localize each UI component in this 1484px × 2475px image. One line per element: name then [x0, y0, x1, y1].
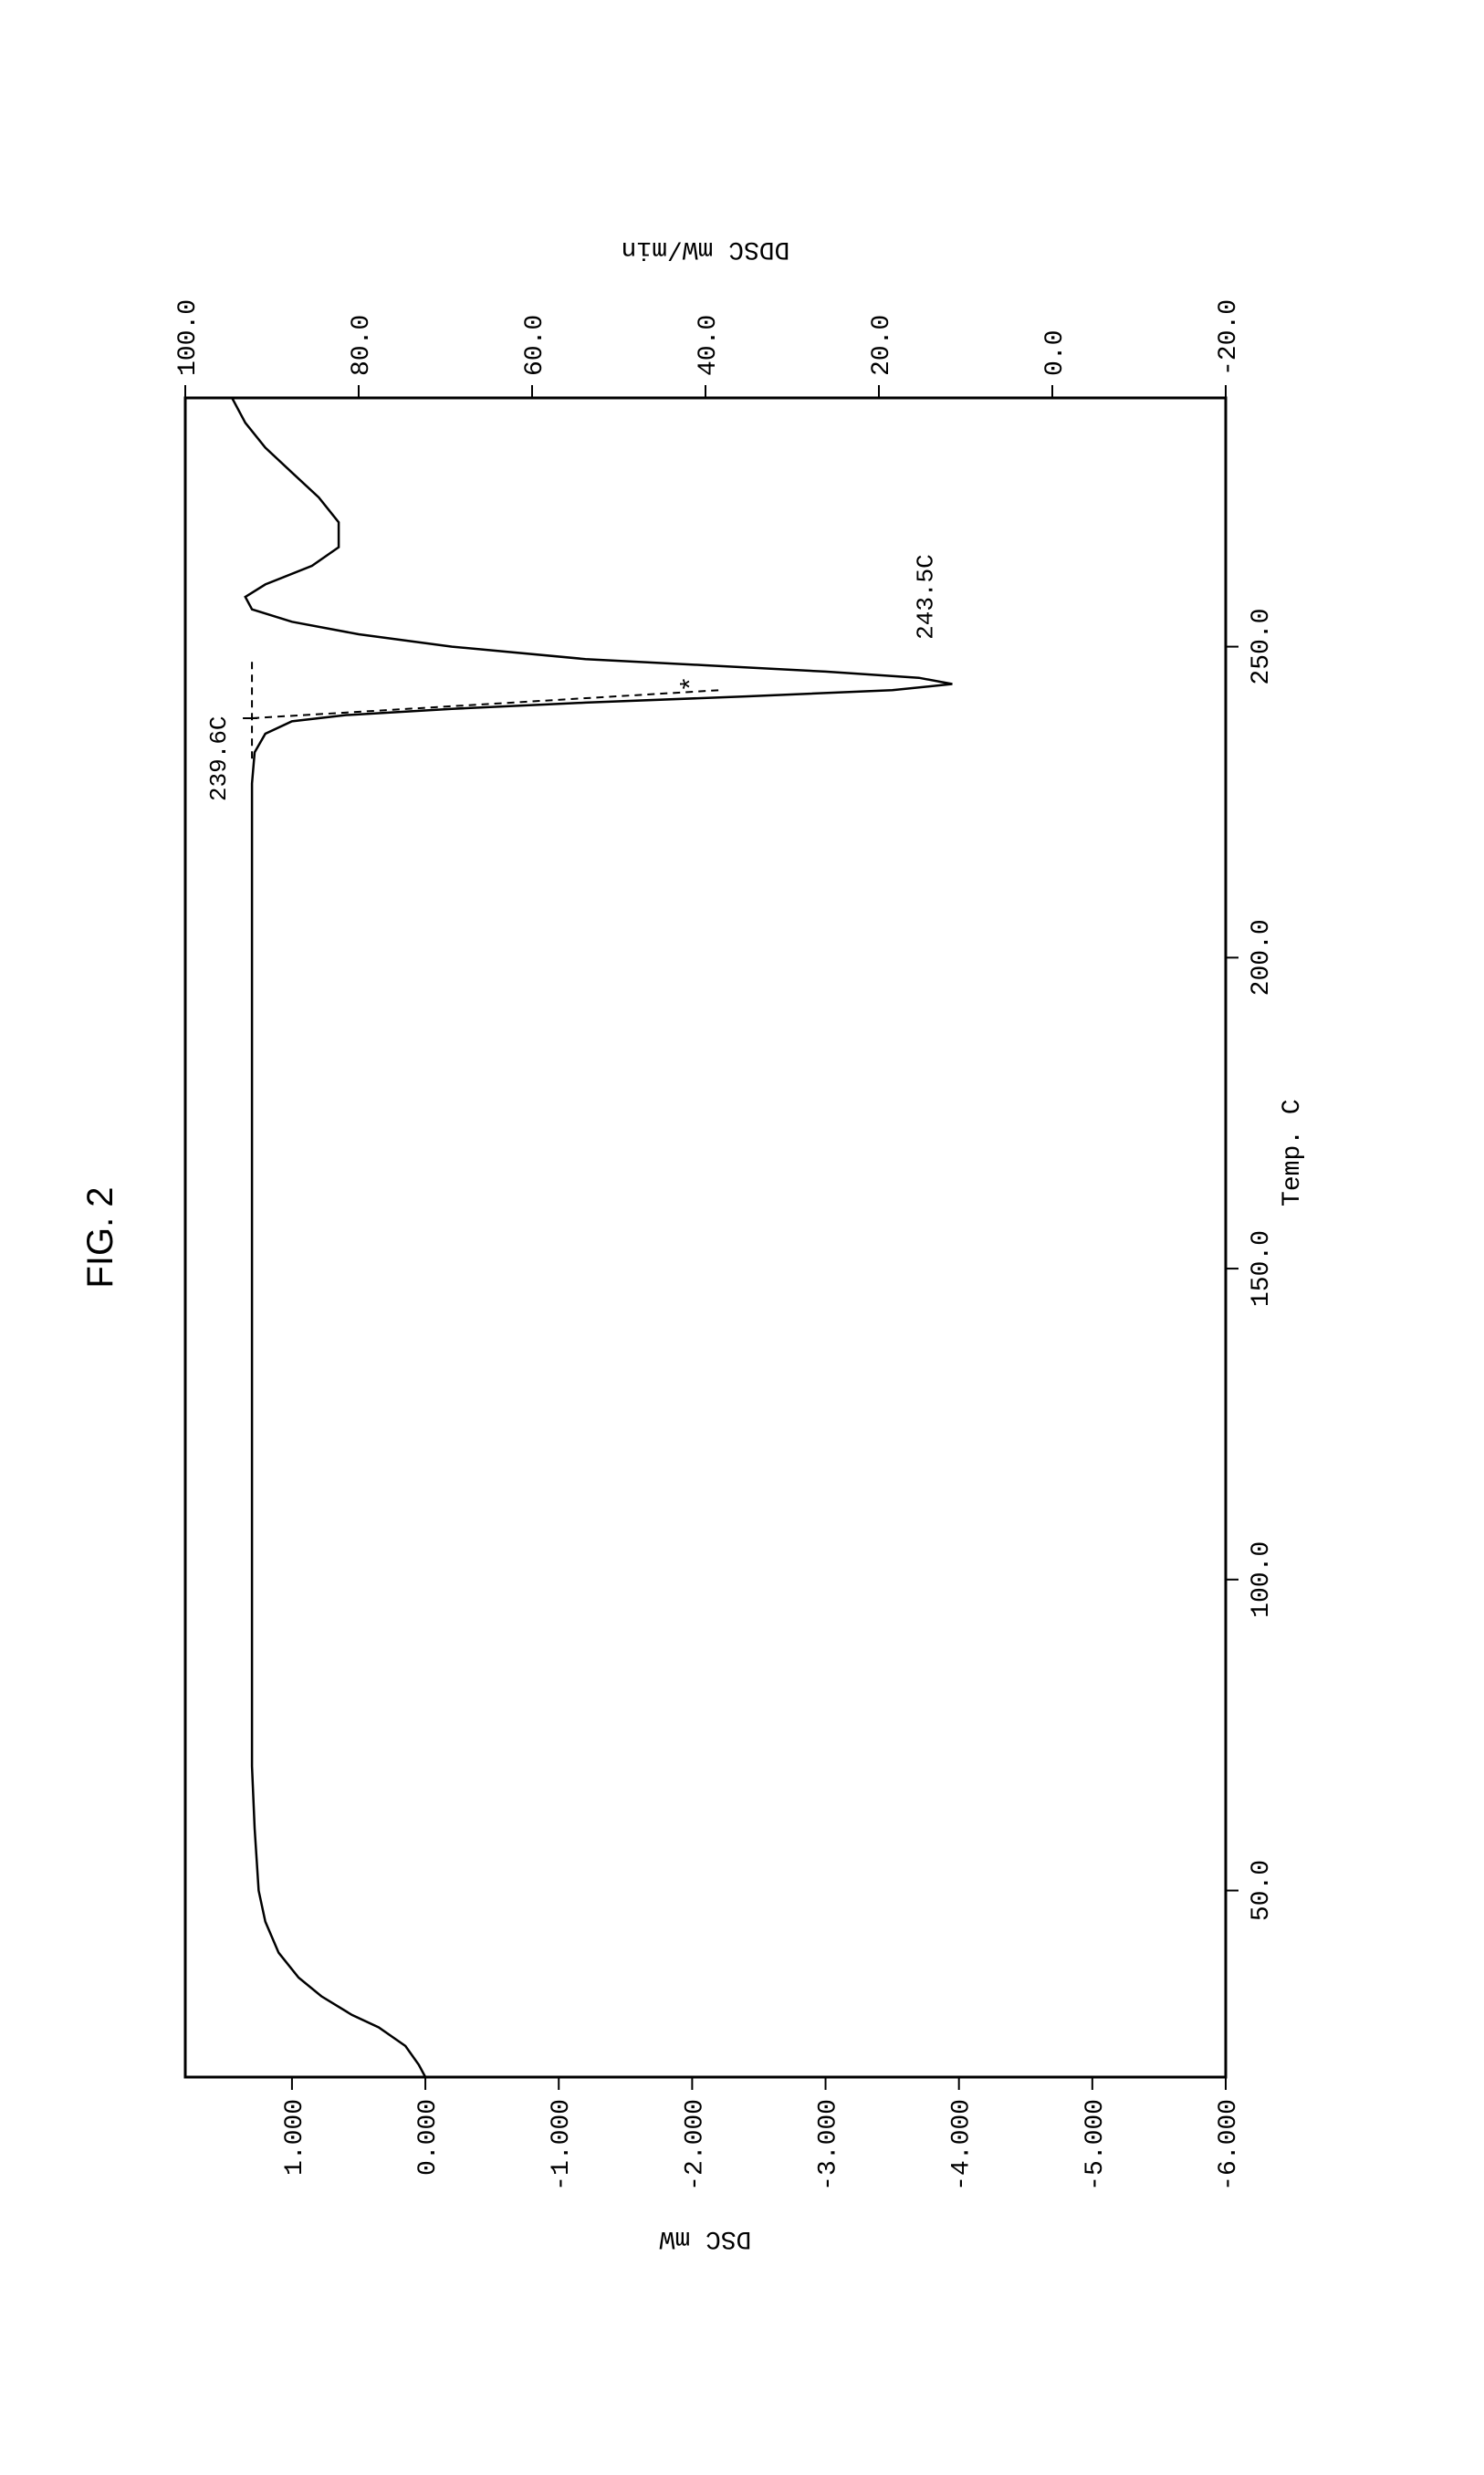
dsc-chart: FIG. 2 50.0 100.0 150.0 200.0 250.0 Temp. C 1.0…: [57, 142, 1427, 2333]
x-tick-label: 150.0: [1248, 1230, 1276, 1307]
onset-tangent-dashed: [252, 690, 719, 718]
y-left-axis-label: DSC mW: [659, 2224, 751, 2252]
plot-border: [185, 398, 1226, 2077]
y-right-tick-label: 40.0: [695, 315, 723, 376]
y-left-tick-label: -2.000: [681, 2099, 709, 2191]
y-left-tick-label: -1.000: [548, 2099, 576, 2191]
y-right-tick-label: 0.0: [1041, 330, 1070, 376]
y-right-tick-label: 80.0: [348, 315, 376, 376]
y-right-tick-label: -20.0: [1215, 299, 1243, 376]
y-right-tick-label: 100.0: [174, 299, 203, 376]
x-tick-label: 100.0: [1248, 1541, 1276, 1618]
y-left-tick-label: -4.000: [948, 2099, 977, 2191]
y-left-tick-label: 1.000: [281, 2099, 309, 2176]
x-tick-label: 250.0: [1248, 609, 1276, 685]
peak-marker: *: [677, 675, 708, 692]
y-left-tick-label: 0.000: [414, 2099, 443, 2176]
y-right-tick-label: 20.0: [868, 315, 896, 376]
y-left-tick-label: -5.000: [1082, 2099, 1110, 2191]
x-tick-label: 50.0: [1248, 1860, 1276, 1921]
figure-title: FIG. 2: [80, 1186, 120, 1288]
dsc-curve: [232, 398, 952, 2077]
y-right-tick-label: 60.0: [521, 315, 549, 376]
annotation-label: 243.5C: [912, 554, 939, 640]
y-left-tick-label: -3.000: [815, 2099, 843, 2191]
chart-rotated-container: FIG. 2 50.0 100.0 150.0 200.0 250.0 Temp. C 1.0…: [57, 142, 1427, 2333]
x-axis-label: Temp. C: [1279, 1099, 1307, 1206]
x-tick-label: 200.0: [1248, 919, 1276, 996]
y-right-axis-label: DDSC mW/min: [622, 235, 790, 263]
y-left-tick-label: -6.000: [1215, 2099, 1243, 2191]
annotation-label: 239.6C: [205, 715, 233, 801]
